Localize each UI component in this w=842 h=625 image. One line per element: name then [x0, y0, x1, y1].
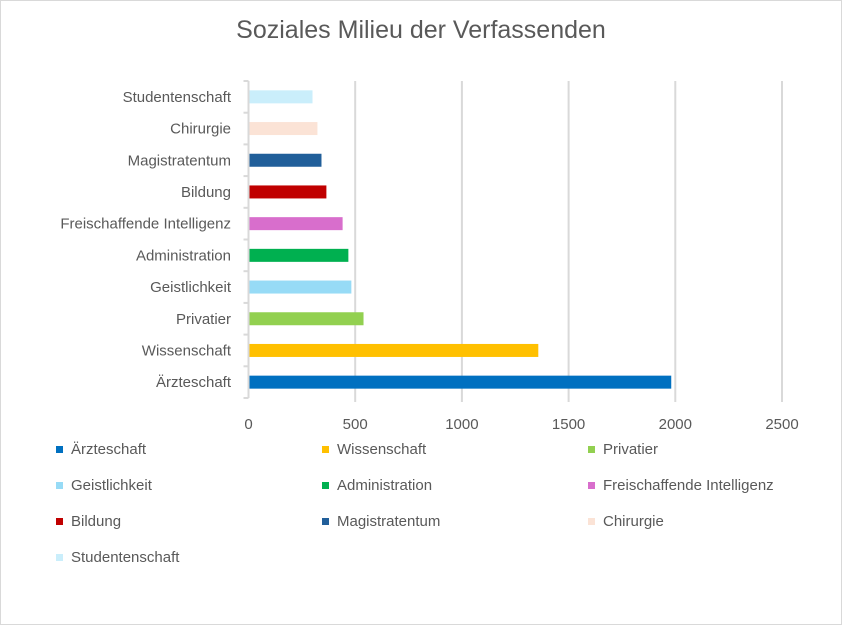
chart-legend: Ärzteschaft Wissenschaft Privatier Geistlic… — [0, 438, 842, 588]
legend-label: Administration — [337, 476, 433, 494]
legend-swatch — [56, 553, 63, 561]
y-tick-label: Studentenschaft — [123, 89, 232, 106]
x-tick-label: 1000 — [445, 416, 478, 433]
legend-swatch — [588, 517, 595, 525]
legend-item: Privatier — [588, 438, 658, 460]
y-tick-label: Privatier — [176, 311, 231, 328]
y-tick-label: Ärzteschaft — [156, 374, 232, 391]
legend-swatch — [322, 481, 329, 489]
bar-6 — [249, 217, 343, 231]
y-tick-label: Administration — [136, 247, 231, 264]
legend-swatch — [56, 481, 63, 489]
legend-item: Chirurgie — [588, 510, 664, 532]
x-tick-label: 2000 — [659, 416, 692, 433]
legend-label: Magistratentum — [337, 512, 441, 530]
x-tick-label: 1500 — [552, 416, 585, 433]
legend-label: Bildung — [71, 512, 122, 530]
legend-label: Chirurgie — [603, 512, 664, 530]
legend-swatch — [588, 481, 595, 489]
bar-7 — [249, 185, 327, 199]
x-tick-label: 0 — [244, 416, 252, 433]
legend-label: Ärzteschaft — [71, 440, 147, 458]
legend-item: Administration — [322, 474, 432, 496]
legend-item: Geistlichkeit — [56, 474, 152, 496]
bar-chart: 0 500 1000 1500 2000 2500 Ärzteschaft Wissensch… — [60, 80, 799, 433]
legend-swatch — [322, 517, 329, 525]
legend-label: Freischaffende Intelligenz — [603, 476, 774, 494]
bar-8 — [249, 153, 322, 167]
y-tick-label: Wissenschaft — [142, 342, 232, 359]
bar-3 — [249, 312, 364, 326]
legend-swatch — [56, 517, 63, 525]
legend-label: Privatier — [603, 440, 659, 458]
legend-label: Wissenschaft — [337, 440, 427, 458]
y-tick-label: Bildung — [181, 184, 231, 201]
y-tick-label: Geistlichkeit — [150, 279, 232, 296]
legend-swatch — [322, 445, 329, 453]
chart-title: Soziales Milieu der Verfassenden — [236, 16, 606, 44]
legend-item: Bildung — [56, 510, 121, 532]
y-tick-label: Chirurgie — [170, 121, 231, 138]
x-tick-label: 2500 — [765, 416, 798, 433]
bar-10 — [249, 90, 313, 104]
legend-item: Studentenschaft — [56, 546, 179, 568]
bar-4 — [249, 280, 352, 294]
bar-2 — [249, 343, 539, 357]
legend-item: Magistratentum — [322, 510, 440, 532]
y-tick-label: Freischaffende Intelligenz — [60, 216, 231, 233]
legend-item: Wissenschaft — [322, 438, 426, 460]
legend-label: Geistlichkeit — [71, 476, 152, 494]
legend-item: Ärzteschaft — [56, 438, 146, 460]
y-tick-label: Magistratentum — [128, 152, 231, 169]
legend-label: Studentenschaft — [71, 548, 180, 566]
x-tick-label: 500 — [343, 416, 368, 433]
legend-swatch — [56, 445, 63, 453]
legend-swatch — [588, 445, 595, 453]
legend-item: Freischaffende Intelligenz — [588, 474, 774, 496]
bar-5 — [249, 248, 349, 262]
bar-9 — [249, 122, 318, 136]
bar-1 — [249, 375, 672, 389]
